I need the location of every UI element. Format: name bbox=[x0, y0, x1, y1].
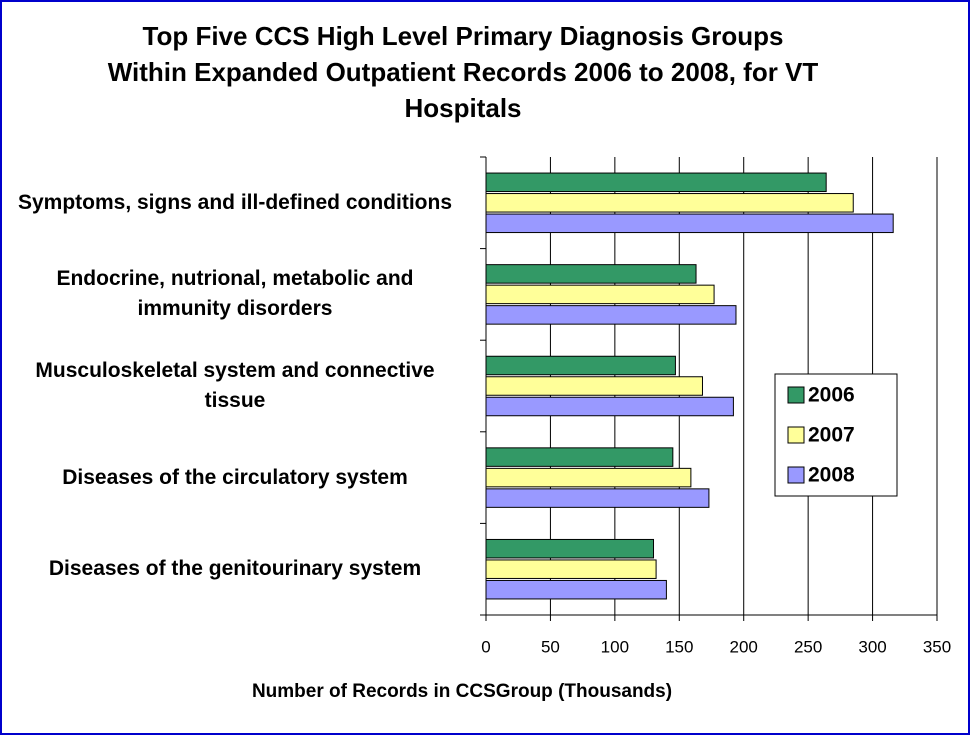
legend-label: 2007 bbox=[808, 424, 855, 447]
chart-title: Top Five CCS High Level Primary Diagnosi… bbox=[107, 21, 819, 123]
bar bbox=[485, 305, 737, 325]
y-tick-label: Symptoms, signs and ill-defined conditio… bbox=[17, 190, 453, 214]
x-tick-label: 0 bbox=[481, 637, 490, 656]
x-tick-label: 50 bbox=[541, 637, 560, 656]
legend-swatch bbox=[787, 426, 805, 444]
x-tick-label: 250 bbox=[794, 637, 822, 656]
bar bbox=[485, 193, 854, 213]
y-tick-label: Diseases of the circulatory system bbox=[62, 465, 408, 489]
y-tick-label: Musculoskeletal system and connective ti… bbox=[35, 359, 435, 412]
bar bbox=[485, 396, 734, 417]
bar bbox=[485, 538, 655, 559]
bar bbox=[485, 447, 674, 467]
bar bbox=[485, 467, 692, 488]
bar bbox=[485, 579, 667, 600]
bar bbox=[485, 213, 894, 234]
bar bbox=[485, 172, 827, 193]
x-axis-label: Number of Records in CCSGroup (Thousands… bbox=[252, 681, 672, 702]
legend-swatch bbox=[787, 466, 805, 484]
x-tick-label: 200 bbox=[730, 637, 758, 656]
legend-swatch bbox=[787, 386, 805, 404]
x-tick-label: 350 bbox=[923, 637, 951, 656]
legend-label: 2008 bbox=[808, 464, 855, 487]
bar bbox=[485, 376, 703, 396]
bar bbox=[485, 355, 676, 376]
bar bbox=[485, 488, 710, 508]
bar bbox=[485, 264, 697, 284]
x-tick-label: 100 bbox=[601, 637, 629, 656]
x-tick-label: 300 bbox=[858, 637, 886, 656]
bar bbox=[485, 284, 715, 305]
bar bbox=[485, 559, 657, 579]
y-tick-label: Diseases of the genitourinary system bbox=[48, 557, 422, 581]
x-tick-label: 150 bbox=[665, 637, 693, 656]
y-tick-label: Endocrine, nutrional, metabolic and immu… bbox=[56, 267, 414, 321]
legend-label: 2006 bbox=[808, 384, 855, 407]
